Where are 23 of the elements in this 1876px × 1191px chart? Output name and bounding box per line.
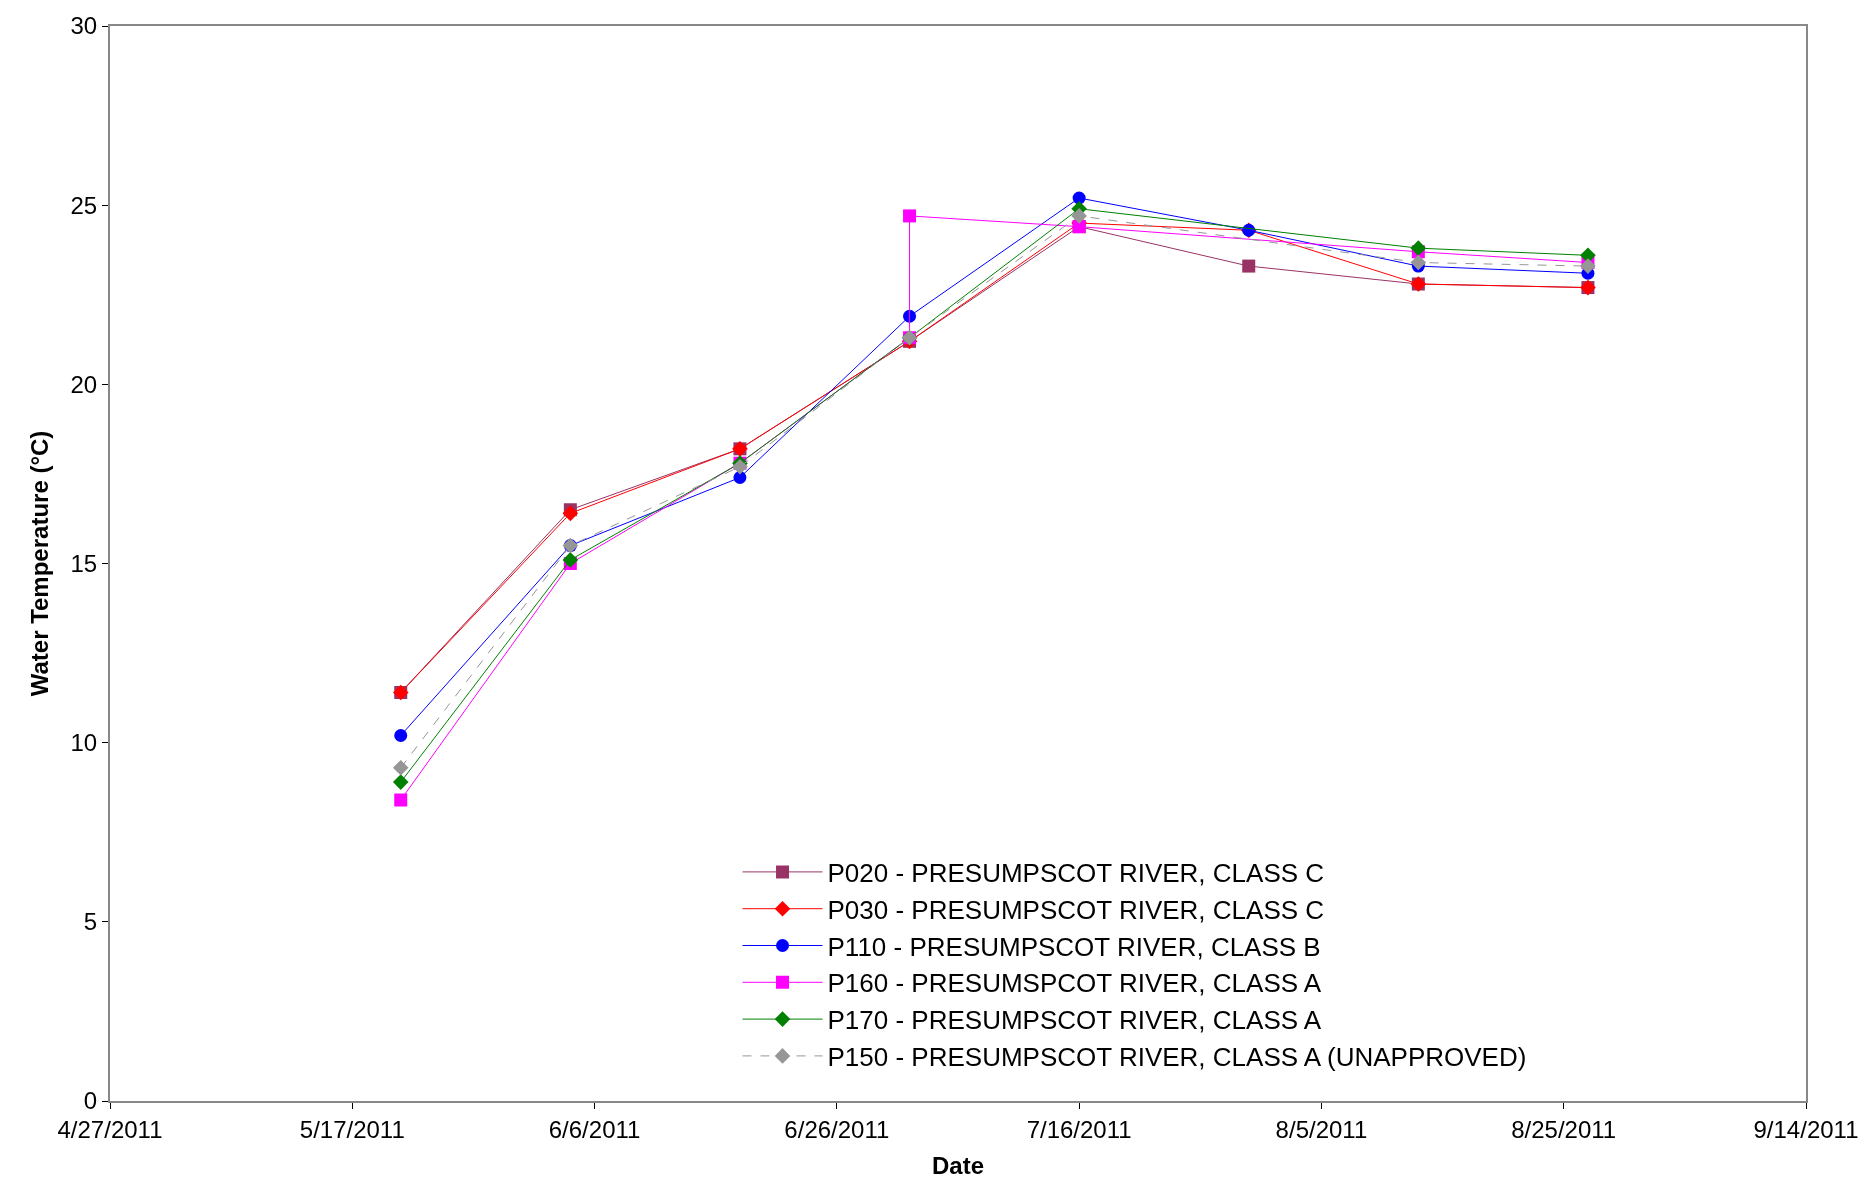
y-axis-title: Water Temperature (°C) — [26, 430, 54, 697]
y-tick-label: 0 — [83, 1087, 98, 1115]
legend-label: P160 - PRESUMSPCOT RIVER, CLASS A — [827, 968, 1322, 999]
y-tick-label: 20 — [70, 370, 98, 398]
x-tick-label: 6/26/2011 — [784, 1115, 890, 1143]
y-tick-label: 5 — [83, 908, 98, 936]
x-tick-label: 8/5/2011 — [1275, 1115, 1368, 1143]
y-tick-label: 25 — [70, 191, 98, 219]
x-tick-label: 7/16/2011 — [1026, 1115, 1132, 1143]
x-tick-label: 9/14/2011 — [1753, 1115, 1859, 1143]
y-tick-label: 15 — [70, 549, 98, 577]
legend-label: P020 - PRESUMPSCOT RIVER, CLASS C — [827, 858, 1325, 889]
legend-label: P030 - PRESUMPSCOT RIVER, CLASS C — [827, 894, 1325, 925]
x-tick-label: 4/27/2011 — [57, 1115, 163, 1143]
x-tick-label: 5/17/2011 — [299, 1115, 405, 1143]
x-tick-label: 8/25/2011 — [1511, 1115, 1617, 1143]
legend-label: P150 - PRESUMPSCOT RIVER, CLASS A (UNAPPROVED) — [827, 1042, 1527, 1073]
legend-label: P170 - PRESUMPSCOT RIVER, CLASS A — [827, 1005, 1322, 1036]
legend-label: P110 - PRESUMPSCOT RIVER, CLASS B — [827, 931, 1321, 962]
x-axis-title: Date — [931, 1151, 985, 1179]
x-tick-label: 6/6/2011 — [548, 1115, 641, 1143]
y-tick-label: 10 — [70, 729, 98, 757]
y-tick-label: 30 — [70, 12, 98, 40]
